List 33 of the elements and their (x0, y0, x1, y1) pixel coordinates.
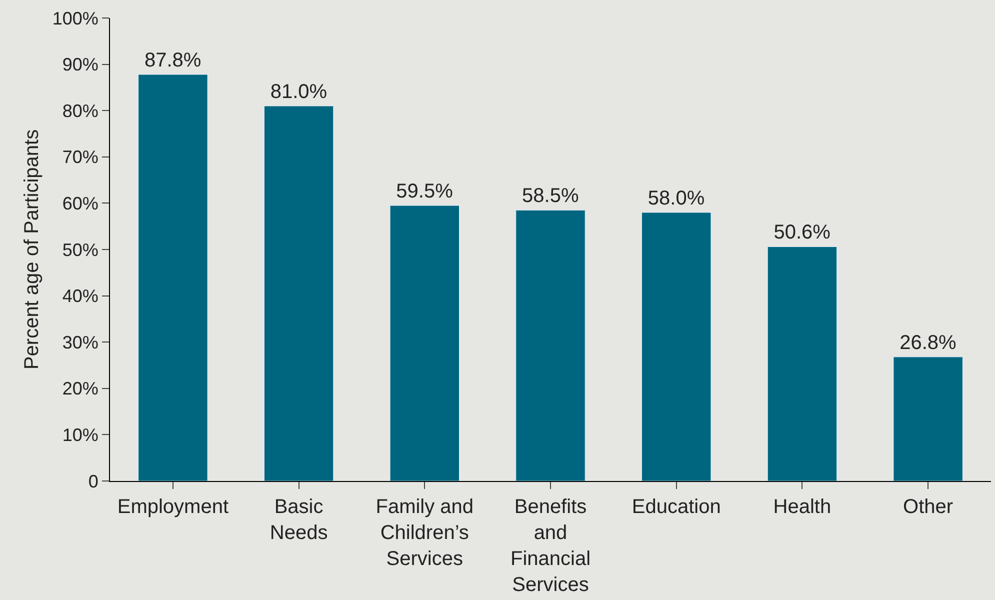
y-tick-label: 80% (62, 100, 98, 121)
data-label: 81.0% (270, 80, 328, 103)
bar (767, 246, 838, 481)
x-tick-label: Benefits and Financial Services (510, 496, 591, 596)
bar (642, 212, 712, 481)
y-tick-label: 20% (62, 378, 98, 399)
y-tick-label: 40% (62, 286, 98, 306)
bar (138, 74, 208, 481)
bar (264, 106, 334, 481)
y-tick-label: 60% (62, 194, 98, 214)
y-tick-label: 90% (62, 54, 98, 75)
y-tick-label: 70% (62, 147, 98, 168)
x-tick-label: Other (903, 496, 954, 518)
x-tick-label: Basic Needs (270, 496, 328, 544)
data-label: 26.8% (900, 332, 957, 354)
data-label: 58.0% (648, 187, 705, 210)
y-axis-title: Percent age of Participants (20, 129, 43, 370)
x-tick-label: Health (773, 496, 832, 518)
bar (893, 356, 963, 481)
y-tick-label: 10% (62, 425, 98, 445)
y-tick-label: 50% (62, 240, 98, 260)
y-tick-label: 0 (88, 471, 98, 492)
bar (516, 210, 586, 481)
y-tick-label: 100% (52, 8, 98, 28)
y-tick-label: 30% (62, 332, 98, 352)
data-label: 59.5% (396, 180, 454, 203)
x-tick-label: Education (632, 496, 721, 518)
x-tick-label: Family and Children’s Services (376, 496, 474, 570)
x-tick-label: Employment (117, 496, 229, 518)
data-label: 50.6% (774, 222, 831, 244)
data-label: 87.8% (144, 49, 202, 72)
data-label: 58.5% (522, 185, 579, 208)
bar (390, 205, 460, 481)
